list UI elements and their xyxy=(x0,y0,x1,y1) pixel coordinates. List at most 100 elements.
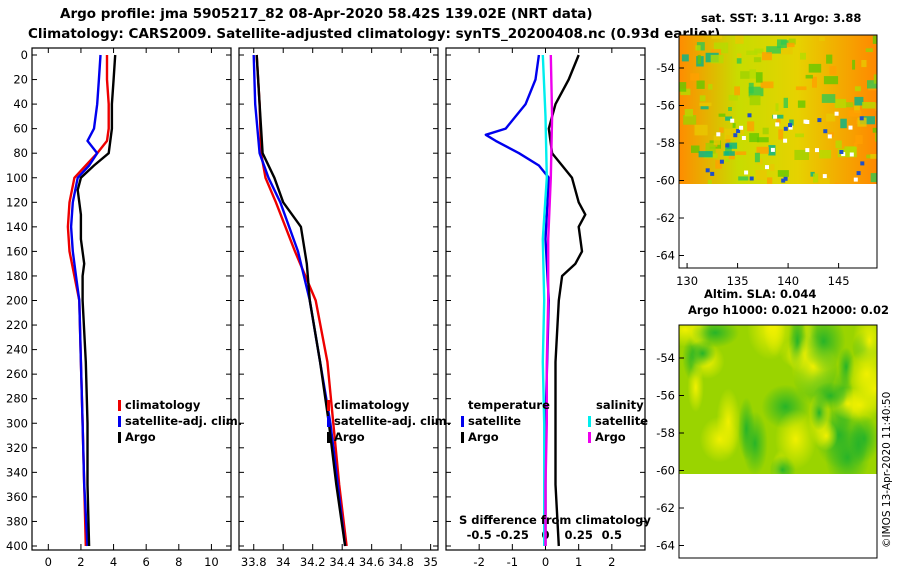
sst-patch xyxy=(748,86,764,97)
sst-patch xyxy=(718,113,726,117)
y-tick-label: 80 xyxy=(13,146,28,160)
temperature-panel-frame xyxy=(31,47,232,551)
map-y-tick-label: -64 xyxy=(656,539,675,553)
sst-patch xyxy=(707,179,712,184)
sst-patch xyxy=(775,103,779,112)
series-line-satellite-adj-clim- xyxy=(252,54,347,547)
y-tick-label: 320 xyxy=(6,441,28,455)
sst-patch xyxy=(866,154,875,159)
y-tick-label: 260 xyxy=(6,367,28,381)
sst-patch xyxy=(747,121,755,132)
x-tick-label: 34.6 xyxy=(359,555,385,569)
sst-patch xyxy=(817,118,822,123)
legend-temperature-title: temperature xyxy=(468,398,550,412)
legend-argo: Argo xyxy=(334,430,365,444)
x-tick-label: 10 xyxy=(204,555,219,569)
sst-patch xyxy=(710,54,724,64)
sst-patch xyxy=(839,150,844,154)
sst-patch xyxy=(730,118,735,123)
y-tick-label: 400 xyxy=(6,539,28,553)
map-y-tick-label: -62 xyxy=(656,211,675,225)
map-x-tick-label: 135 xyxy=(727,274,749,288)
sst-patch xyxy=(719,159,724,164)
legend-swatch-t-argo xyxy=(461,432,464,443)
sst-patch xyxy=(728,94,738,101)
sst-patch xyxy=(822,174,827,179)
x-tick-label: 34 xyxy=(276,555,291,569)
sst-patch xyxy=(783,138,788,143)
sst-patch xyxy=(740,71,750,79)
sst-patch xyxy=(848,125,853,130)
sst-patch xyxy=(772,114,784,119)
sst-patch xyxy=(805,74,813,79)
sst-patch xyxy=(735,35,744,44)
sst-patch xyxy=(735,151,747,155)
map-y-tick-label: -56 xyxy=(656,389,675,403)
legend-satellite: satellite-adj. clim. xyxy=(125,414,242,428)
sst-patch xyxy=(861,60,867,68)
sst-patch xyxy=(841,152,846,157)
salinity-legend: climatology satellite-adj. clim. Argo xyxy=(327,398,451,444)
sst-patch xyxy=(754,48,764,54)
sst-patch xyxy=(872,127,877,133)
sst-patch xyxy=(711,35,723,39)
sla-patches xyxy=(679,325,877,474)
x-tick-label: 33.8 xyxy=(241,555,267,569)
y-tick-label: 220 xyxy=(6,318,28,332)
sst-patch xyxy=(865,48,873,52)
sst-patch xyxy=(860,161,865,166)
legend-salinity-title: salinity xyxy=(596,398,644,412)
sst-patch xyxy=(845,102,854,108)
title-line-2: Climatology: CARS2009. Satellite-adjuste… xyxy=(28,26,721,42)
sst-patch xyxy=(713,135,721,145)
sst-patch xyxy=(827,134,832,139)
sst-patch xyxy=(789,119,794,126)
sla-patch xyxy=(775,409,817,470)
sst-patch xyxy=(777,39,787,48)
sst-patch xyxy=(854,96,864,106)
sst-patch xyxy=(855,135,863,144)
sst-patch xyxy=(808,63,822,73)
x-tick-label: 35 xyxy=(423,555,438,569)
sst-patch xyxy=(749,133,760,143)
sst-patch xyxy=(862,102,876,109)
sst-patch xyxy=(819,37,825,41)
legend-swatch-climatology xyxy=(118,400,121,411)
y-tick-label: 380 xyxy=(6,514,28,528)
sla-map-title-1: Altim. SLA: 0.044 xyxy=(704,287,816,301)
map-x-tick-label: 130 xyxy=(676,274,698,288)
sst-map-title: sat. SST: 3.11 Argo: 3.88 xyxy=(701,11,861,25)
legend-s-satellite: satellite xyxy=(595,414,648,428)
sla-patch xyxy=(691,325,740,348)
sst-patch xyxy=(733,133,738,138)
sst-patch xyxy=(819,150,832,159)
sst-patch xyxy=(834,182,840,184)
legend-swatch-argo xyxy=(118,432,121,443)
legend-swatch-satellite xyxy=(327,416,330,427)
sst-patch xyxy=(740,126,745,135)
y-tick-label: 300 xyxy=(6,416,28,430)
sst-patch xyxy=(852,59,856,70)
sst-patch xyxy=(736,129,741,133)
series-line-satellite-adj-clim- xyxy=(69,54,102,547)
sst-patch xyxy=(725,116,733,121)
sst-patch xyxy=(783,176,788,181)
sst-patch xyxy=(719,127,724,133)
map-y-tick-label: -58 xyxy=(656,136,675,150)
sst-patch xyxy=(773,114,778,119)
sst-patch xyxy=(821,94,836,103)
map-y-tick-label: -60 xyxy=(656,174,675,188)
sst-patch xyxy=(690,73,700,81)
sst-patch xyxy=(746,50,758,55)
sst-patch xyxy=(749,176,754,181)
sla-patch xyxy=(801,325,846,371)
map-x-tick-label: 140 xyxy=(777,274,799,288)
sst-patch xyxy=(810,171,815,177)
sst-patch xyxy=(805,148,810,153)
sst-patch xyxy=(749,69,756,79)
series-line-t-argo xyxy=(547,54,587,547)
sst-patch xyxy=(755,170,767,180)
sst-patch xyxy=(778,129,784,140)
sst-patch xyxy=(700,106,709,110)
sst-patch xyxy=(873,74,877,84)
